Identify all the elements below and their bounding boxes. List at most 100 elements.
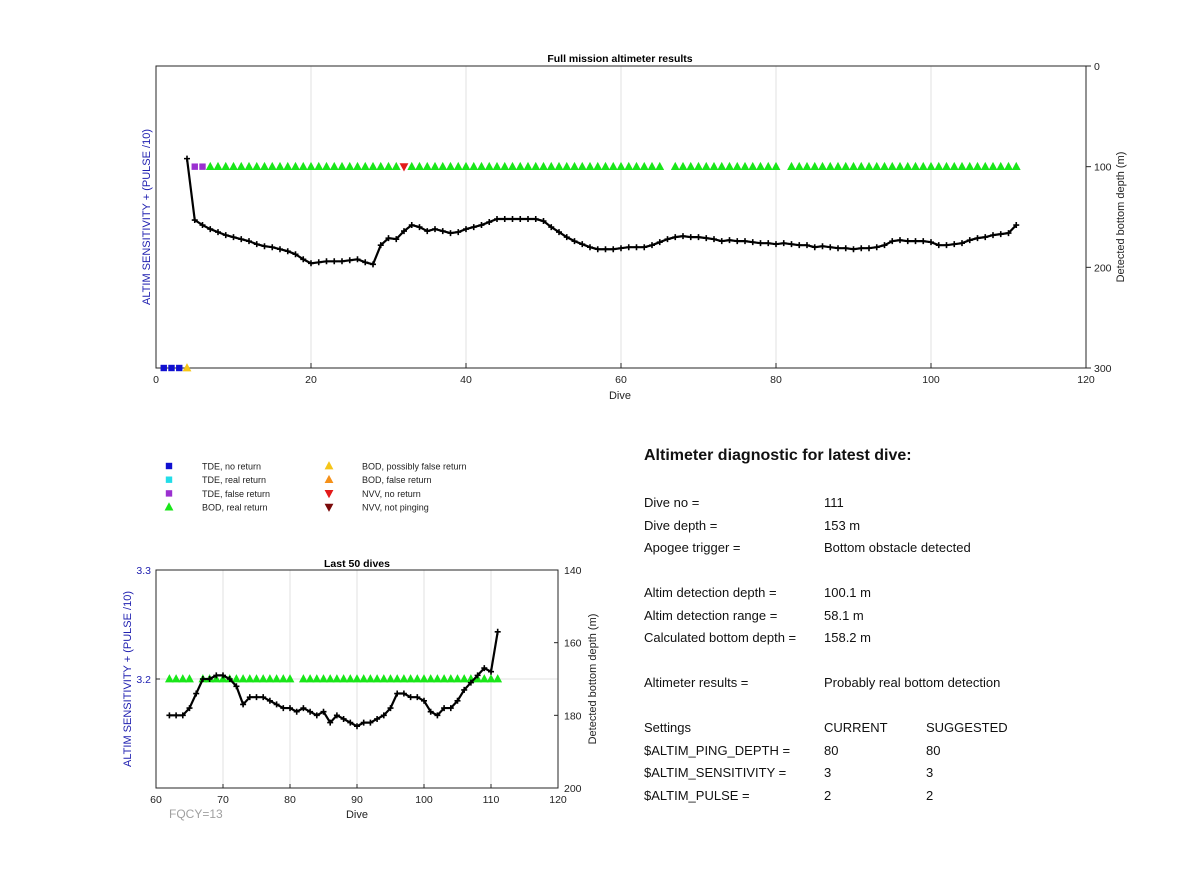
depth-point [827,244,834,251]
data-marker [205,161,215,171]
data-marker [391,161,401,171]
diag-row-dive-depth: Dive depth = 153 m [644,515,1164,538]
depth-point [447,705,454,712]
detect-range-label: Altim detection range = [644,607,778,623]
data-marker [608,161,618,171]
data-marker [376,161,386,171]
depth-point [703,235,710,242]
depth-point [920,238,927,245]
depth-point [387,705,394,712]
series-bod-possibly-false-return [182,363,192,372]
x-tick-label: 100 [922,374,940,386]
depth-point [215,229,221,236]
data-marker [864,161,874,171]
calc-depth-label: Calculated bottom depth = [644,630,797,645]
depth-point [293,708,300,715]
setting-name: $ALTIM_PING_DEPTH = [644,742,791,758]
data-marker [345,674,355,683]
data-marker [337,161,347,171]
data-marker [880,161,889,171]
diag-row-calc-depth: Calculated bottom depth = 158.2 m [644,627,1164,650]
data-marker [322,161,331,171]
legend-label: BOD, real return [202,503,268,513]
data-marker [252,674,261,683]
data-marker [231,674,241,683]
data-marker [515,161,525,171]
data-marker [531,161,541,171]
depth-point [340,715,347,722]
legend-marker [324,474,334,484]
data-marker [345,161,355,171]
legend-label: NVV, no return [362,489,421,499]
dive-depth-label: Dive depth = [644,517,718,533]
x-tick-label: 80 [284,794,296,806]
data-marker [593,161,603,171]
y-axis-right-label: Detected bottom depth (m) [1115,152,1127,283]
data-marker [988,161,998,171]
data-marker [171,674,181,683]
depth-point [481,665,488,672]
series-bod-real-return [205,161,1021,171]
data-marker [438,161,448,171]
detect-depth-value: 100.1 m [824,585,871,600]
data-marker [616,161,626,171]
legend-item: TDE, no return [165,462,261,472]
data-marker [365,674,375,683]
data-marker [670,161,680,171]
apogee-value: Bottom obstacle detected [824,540,971,555]
legend-item: NVV, not pinging [324,503,429,513]
depth-point [315,259,322,266]
depth-point [455,229,462,236]
depth-point [226,676,233,682]
depth-point [346,257,353,264]
legend-marker [324,503,334,512]
depth-point [467,679,474,686]
data-marker [430,161,440,171]
data-marker [368,161,378,171]
legend-item: TDE, false return [165,489,270,499]
depth-point [548,224,555,231]
depth-point [532,216,539,223]
data-marker [1011,161,1021,171]
depth-point [711,236,717,243]
depth-point [213,672,220,679]
dive-no-value: 111 [824,495,844,510]
depth-point [811,244,818,251]
settings-label: Settings [644,720,691,735]
data-marker [570,161,579,171]
x-tick-label: 40 [460,374,472,386]
depth-point [199,676,206,682]
depth-point [470,224,477,231]
diagnostic-panel: Altimeter diagnostic for latest dive: Di… [644,447,1164,807]
setting-current: 2 [824,787,832,803]
data-marker [258,674,268,683]
data-marker [500,161,510,171]
data-marker [339,674,349,683]
depth-point [207,226,214,233]
depth-point [842,245,849,252]
data-marker [319,674,328,683]
depth-point [394,690,401,697]
depth-point [261,243,268,250]
legend-label: TDE, no return [202,462,261,472]
depth-point [897,237,903,244]
x-tick-label: 120 [549,794,567,806]
data-marker [407,161,417,171]
depth-point [421,697,427,704]
setting-suggested: 80 [926,742,941,758]
y-tick-label: 0 [1094,61,1100,73]
depth-point [222,232,229,239]
y-axis-left-label: ALTIM SENSITIVITY + (PULSE /10) [141,129,153,305]
depth-point [374,715,381,722]
data-marker [432,674,442,683]
depth-point [360,719,367,726]
data-marker [252,161,262,171]
depth-point [928,239,934,246]
x-tick-label: 60 [150,794,162,806]
y-tick-label: 200 [564,783,582,795]
fqcy-label: FQCY=13 [169,807,223,821]
depth-point [718,238,725,245]
data-marker [386,674,395,683]
data-marker [176,364,183,372]
legend-item: BOD, false return [324,474,432,485]
